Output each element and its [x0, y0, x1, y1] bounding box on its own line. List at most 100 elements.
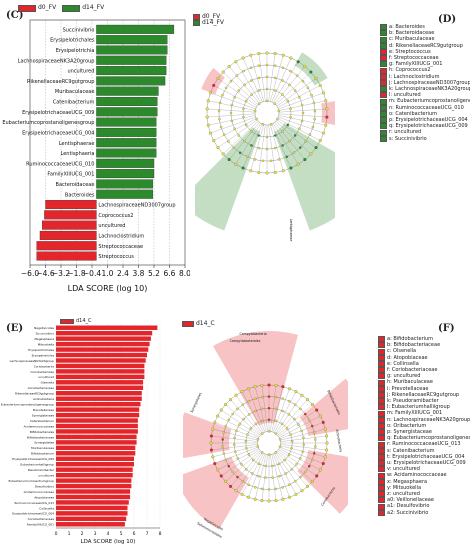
- cladogram-node: [230, 119, 234, 123]
- cladogram-node: [286, 99, 289, 103]
- bar-label: Lentisphaerae: [59, 141, 95, 147]
- cladogram-node: [218, 117, 221, 121]
- bar-label: Eubacteriumcoprostanoligenesgroup: [2, 120, 94, 126]
- cladogram-node: [325, 448, 329, 452]
- clade-highlight: [213, 331, 298, 426]
- x-tick-label: 2: [81, 531, 84, 537]
- x-tick-label: 1.0: [102, 269, 114, 278]
- cladogram-node: [246, 495, 250, 499]
- cladogram-node: [324, 123, 328, 127]
- cladogram-node: [221, 152, 225, 156]
- cladogram-node: [212, 139, 216, 143]
- cladogram-node: [258, 102, 261, 106]
- cladogram-node: [253, 497, 257, 501]
- bar-label: Erysipelotrichales: [50, 38, 95, 44]
- cladogram-node: [235, 429, 238, 433]
- legend-swatch: [380, 79, 387, 86]
- cladogram-node: [288, 495, 292, 499]
- cladogram-legend-item: c: Olsenella: [378, 348, 470, 355]
- cladogram-branch: [248, 388, 266, 433]
- cladogram-node: [233, 443, 236, 446]
- cladogram-node: [323, 455, 327, 459]
- legend-entry: d14_C: [182, 320, 215, 328]
- legend-swatch: [380, 67, 387, 74]
- bar-label: Coriobacteriia: [34, 364, 54, 368]
- cladogram-node: [227, 140, 230, 143]
- bar-label: Catenibacterium: [53, 100, 95, 106]
- cladogram-node: [293, 403, 297, 406]
- clade-highlight: [195, 127, 261, 231]
- legend-label: d0_FV: [202, 13, 221, 20]
- cladogram-node: [221, 445, 224, 448]
- bar-label: Succinivibrio: [36, 332, 55, 336]
- cladogram-legend-item: n: RuminococcaceaeUCG_010: [380, 105, 470, 111]
- cladogram-node: [281, 169, 285, 173]
- cladogram-branch: [250, 55, 264, 102]
- bar: [56, 412, 140, 418]
- x-tick-label: 5: [120, 531, 123, 537]
- cladogram-branch: [223, 121, 259, 155]
- cladogram-node: [237, 89, 241, 92]
- cladogram-node: [287, 453, 291, 456]
- legend-label: q: Eubacteriumcoprostanoligenesgroup: [387, 435, 470, 442]
- cladogram-branch: [278, 409, 317, 437]
- legend-swatch: [378, 453, 385, 460]
- cladogram-branch: [211, 444, 258, 451]
- legend-swatch: [380, 110, 387, 117]
- cladogram-branch: [241, 391, 264, 433]
- cladogram-node: [231, 470, 234, 474]
- cladogram-node: [256, 438, 260, 441]
- legend-label: o: Oribacterium: [387, 422, 427, 429]
- cladogram-node: [307, 418, 311, 422]
- cladogram-legend-item: e: Streptococcus: [380, 49, 470, 55]
- bar-label: LachnospiraceaeNK3A20group: [18, 58, 95, 64]
- bar: [96, 35, 168, 45]
- cladogram-node: [325, 107, 329, 111]
- cladogram-node: [267, 395, 271, 398]
- bar-label: Collinsella: [39, 506, 54, 510]
- cladogram-branch: [279, 446, 324, 464]
- x-tick-label: 3.8: [133, 269, 145, 278]
- cladogram-node: [288, 139, 291, 143]
- legend-label: g: uncultured: [387, 373, 421, 380]
- bar: [56, 325, 158, 330]
- bar: [56, 483, 132, 489]
- cladogram-legend-item: o: Oribacterium: [378, 423, 470, 429]
- legend-swatch: [378, 410, 385, 417]
- cladogram-node: [232, 146, 235, 149]
- legend-swatch: [378, 484, 385, 491]
- legend-swatch: [378, 398, 385, 405]
- legend-label: m: Eubacteriumcoprostanoligenesgroup: [389, 98, 470, 105]
- legend-label: a0: Veillonellaceae: [387, 497, 434, 504]
- legend-clado-bottom: d14_C: [182, 320, 215, 328]
- legend-label: d: Atopobiaceae: [387, 354, 428, 361]
- legend-swatch: [378, 360, 385, 367]
- cladogram-node: [295, 74, 299, 77]
- cladogram-node: [212, 83, 216, 87]
- cladogram-node: [274, 432, 278, 435]
- cladogram-node: [218, 101, 222, 105]
- cladogram-node: [234, 393, 238, 397]
- bar-label: RikenellaceaeRC9gutgroup: [27, 79, 94, 85]
- bar-label: FamilyXIIIUCG_001: [27, 523, 54, 527]
- cladogram-node: [254, 486, 257, 489]
- cladogram-node: [205, 107, 209, 111]
- bar: [96, 179, 154, 189]
- cladogram-node: [310, 424, 314, 428]
- cladogram-node: [250, 130, 253, 133]
- bar-label: Catenibacterium: [30, 419, 54, 423]
- cladogram-node: [206, 99, 210, 103]
- cladogram-node: [216, 146, 220, 150]
- cladogram-node: [238, 423, 241, 426]
- clade-highlight: [321, 101, 335, 125]
- legend-entry: d0_FV: [193, 13, 224, 21]
- bar: [56, 363, 145, 369]
- cladogram-node: [273, 52, 277, 56]
- cladogram-node: [298, 96, 301, 99]
- x-tick-label: −4.6: [36, 269, 54, 278]
- cladogram-node: [292, 151, 296, 154]
- cladogram-node: [293, 134, 297, 137]
- cladogram-node: [310, 458, 314, 462]
- cladogram-node: [285, 427, 289, 430]
- cladogram-node: [267, 418, 271, 422]
